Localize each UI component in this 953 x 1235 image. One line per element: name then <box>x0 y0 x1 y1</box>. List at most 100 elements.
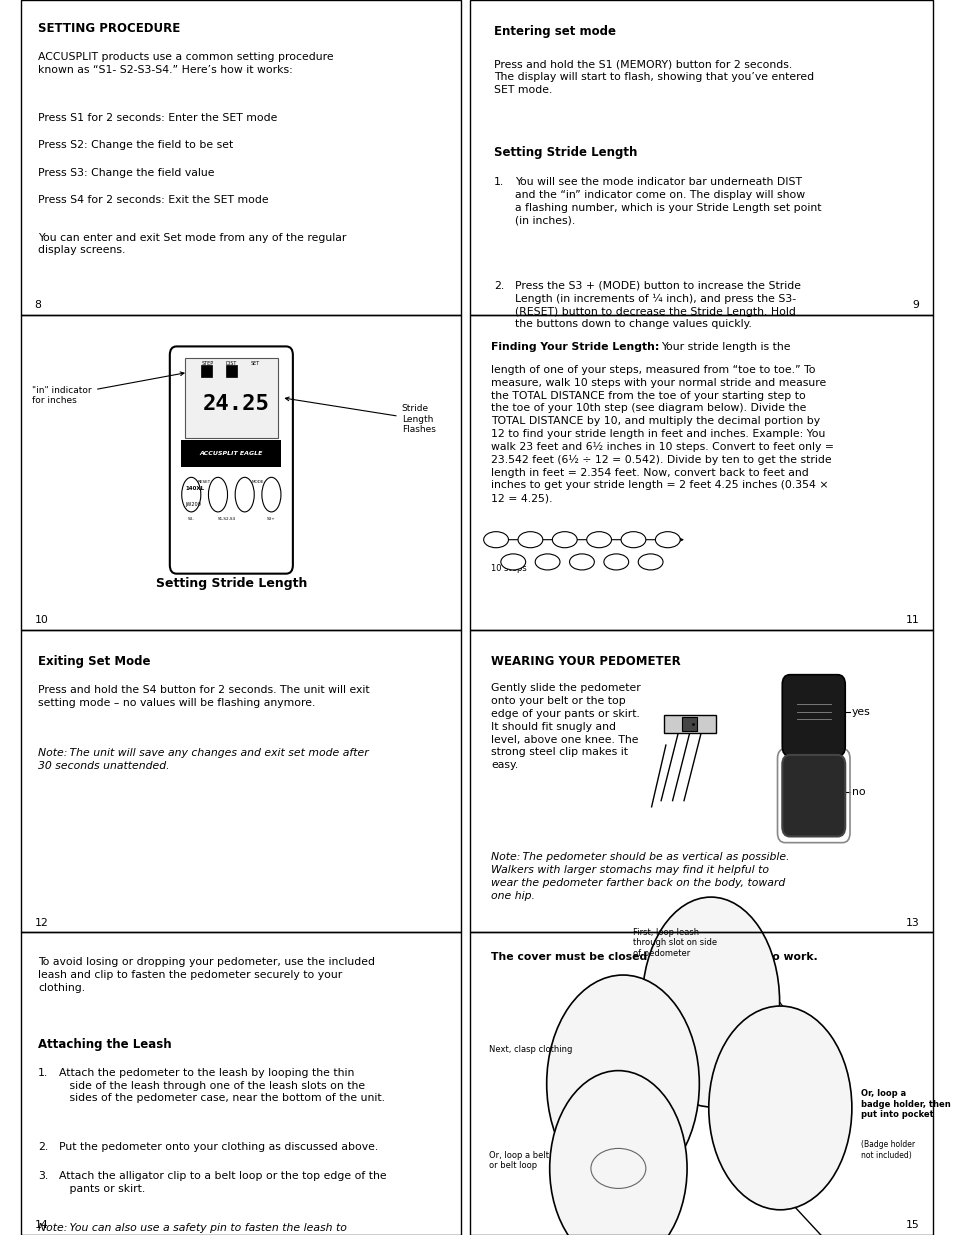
Text: Or, loop a
badge holder, then
put into pocket: Or, loop a badge holder, then put into p… <box>861 1089 950 1119</box>
Text: You can enter and exit Set mode from any of the regular
display screens.: You can enter and exit Set mode from any… <box>38 232 346 256</box>
Text: WEARING YOUR PEDOMETER: WEARING YOUR PEDOMETER <box>491 655 680 668</box>
Text: ACCUSPLIT products use a common setting procedure
known as “S1- S2-S3-S4.” Here’: ACCUSPLIT products use a common setting … <box>38 52 334 75</box>
Text: 1.: 1. <box>38 1068 49 1078</box>
Text: Or, loop a belt
or belt loop: Or, loop a belt or belt loop <box>488 1151 548 1170</box>
Text: DIST: DIST <box>226 362 236 367</box>
Bar <box>21 0 460 315</box>
Text: Press S2: Change the field to be set: Press S2: Change the field to be set <box>38 141 233 151</box>
Text: Entering set mode: Entering set mode <box>494 25 616 38</box>
Text: Attach the pedometer to the leash by looping the thin
   side of the leash throu: Attach the pedometer to the leash by loo… <box>59 1068 385 1103</box>
Ellipse shape <box>641 897 779 1107</box>
Bar <box>21 630 460 932</box>
Text: Attach the alligator clip to a belt loop or the top edge of the
   pants or skir: Attach the alligator clip to a belt loop… <box>59 1171 386 1194</box>
Text: Attaching the Leash: Attaching the Leash <box>38 1037 172 1051</box>
Text: no: no <box>851 787 864 797</box>
Text: JW200: JW200 <box>185 501 201 508</box>
Text: yes: yes <box>851 706 870 716</box>
Text: Note: The pedometer should be as vertical as possible.
Walkers with larger stoma: Note: The pedometer should be as vertica… <box>491 852 789 900</box>
Text: Stride
Length
Flashes: Stride Length Flashes <box>285 398 436 435</box>
Bar <box>225 366 236 378</box>
Ellipse shape <box>708 1007 851 1210</box>
Text: First, loop leash
through slot on side
of pedometer: First, loop leash through slot on side o… <box>632 927 716 957</box>
Text: 1.: 1. <box>494 178 504 188</box>
Ellipse shape <box>500 553 525 571</box>
Text: Note: You can also use a safety pin to fasten the leash to
your clothing, loop t: Note: You can also use a safety pin to f… <box>38 1223 347 1235</box>
Bar <box>470 315 932 630</box>
Ellipse shape <box>517 531 542 548</box>
FancyBboxPatch shape <box>781 755 844 836</box>
Ellipse shape <box>603 553 628 571</box>
Text: 2.: 2. <box>494 280 504 290</box>
Text: Setting Stride Length: Setting Stride Length <box>155 577 307 590</box>
Text: 3.: 3. <box>38 1171 49 1181</box>
Ellipse shape <box>234 478 253 513</box>
Bar <box>470 932 932 1235</box>
Text: 13: 13 <box>905 918 919 927</box>
Text: Put the pedometer onto your clothing as discussed above.: Put the pedometer onto your clothing as … <box>59 1142 378 1152</box>
Text: Note: The unit will save any changes and exit set mode after
30 seconds unattend: Note: The unit will save any changes and… <box>38 748 369 771</box>
Bar <box>470 0 932 315</box>
FancyBboxPatch shape <box>781 674 844 756</box>
Bar <box>21 315 460 630</box>
Ellipse shape <box>546 976 699 1193</box>
Bar <box>181 441 281 468</box>
Text: 15: 15 <box>905 1220 919 1230</box>
Ellipse shape <box>552 531 577 548</box>
Text: SETTING PROCEDURE: SETTING PROCEDURE <box>38 22 180 36</box>
Text: Press S1 for 2 seconds: Enter the SET mode: Press S1 for 2 seconds: Enter the SET mo… <box>38 114 277 124</box>
Ellipse shape <box>549 1071 686 1235</box>
Text: ACCUSPLIT EAGLE: ACCUSPLIT EAGLE <box>199 451 263 457</box>
Text: (Badge holder
not included): (Badge holder not included) <box>861 1140 915 1160</box>
Text: Your stride length is the: Your stride length is the <box>660 342 790 352</box>
Text: STEP: STEP <box>201 362 213 367</box>
Text: Gently slide the pedometer
onto your belt or the top
edge of your pants or skirt: Gently slide the pedometer onto your bel… <box>491 683 640 771</box>
Text: Press and hold the S4 button for 2 seconds. The unit will exit
setting mode – no: Press and hold the S4 button for 2 secon… <box>38 684 370 708</box>
Text: You will see the mode indicator bar underneath DIST
and the “in” indicator come : You will see the mode indicator bar unde… <box>515 178 821 226</box>
Text: 14: 14 <box>34 1220 48 1230</box>
Text: Finding Your Stride Length:: Finding Your Stride Length: <box>491 342 659 352</box>
Text: The cover must be closed for the pedometer to work.: The cover must be closed for the pedomet… <box>491 952 818 962</box>
Bar <box>681 716 697 731</box>
Ellipse shape <box>181 478 200 513</box>
Ellipse shape <box>569 553 594 571</box>
Text: 10 steps: 10 steps <box>491 564 526 573</box>
Text: 11: 11 <box>905 615 919 625</box>
Text: S3+: S3+ <box>267 517 275 521</box>
Text: 9: 9 <box>912 300 919 310</box>
Ellipse shape <box>620 531 645 548</box>
Text: Next, clasp clothing: Next, clasp clothing <box>488 1045 572 1055</box>
Text: S3-: S3- <box>188 517 194 521</box>
Text: Press and hold the S1 (MEMORY) button for 2 seconds.
The display will start to f: Press and hold the S1 (MEMORY) button fo… <box>494 59 814 95</box>
Text: RESET: RESET <box>198 480 211 484</box>
Text: 24.25: 24.25 <box>202 394 270 414</box>
FancyBboxPatch shape <box>170 347 293 573</box>
Text: "in" indicator
for inches: "in" indicator for inches <box>32 372 184 405</box>
Ellipse shape <box>586 531 611 548</box>
Text: Setting Stride Length: Setting Stride Length <box>494 146 637 159</box>
Bar <box>663 715 715 732</box>
Text: Exiting Set Mode: Exiting Set Mode <box>38 655 151 668</box>
Ellipse shape <box>655 531 679 548</box>
Bar <box>21 932 460 1235</box>
Bar <box>185 358 277 438</box>
Ellipse shape <box>535 553 559 571</box>
Ellipse shape <box>208 478 227 513</box>
Text: length of one of your steps, measured from “toe to toe.” To
measure, walk 10 ste: length of one of your steps, measured fr… <box>491 366 834 503</box>
Text: Press S4 for 2 seconds: Exit the SET mode: Press S4 for 2 seconds: Exit the SET mod… <box>38 195 269 205</box>
Text: SET: SET <box>251 362 259 367</box>
Ellipse shape <box>638 553 662 571</box>
Text: 2.: 2. <box>38 1142 49 1152</box>
Text: Press the S3 + (MODE) button to increase the Stride
Length (in increments of ¼ i: Press the S3 + (MODE) button to increase… <box>515 280 801 330</box>
Text: To avoid losing or dropping your pedometer, use the included
leash and clip to f: To avoid losing or dropping your pedomet… <box>38 957 375 993</box>
Ellipse shape <box>483 531 508 548</box>
Text: 10: 10 <box>34 615 49 625</box>
Bar <box>200 366 212 378</box>
Text: MODE: MODE <box>252 480 264 484</box>
Text: 140XL: 140XL <box>185 485 205 492</box>
Text: S1,S2,S4: S1,S2,S4 <box>217 517 235 521</box>
Ellipse shape <box>261 478 280 513</box>
Text: Press S3: Change the field value: Press S3: Change the field value <box>38 168 214 178</box>
Text: 8: 8 <box>34 300 41 310</box>
Text: 12: 12 <box>34 918 48 927</box>
Bar <box>470 630 932 932</box>
